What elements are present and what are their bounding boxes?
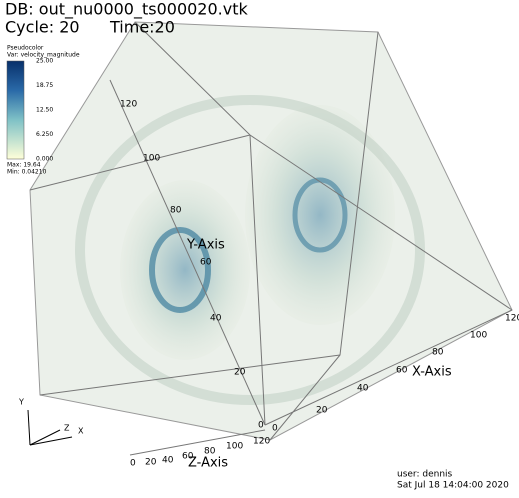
x-tick-label: 80: [432, 348, 444, 358]
colorbar: [6, 60, 25, 160]
y-tick-label: 40: [210, 314, 222, 324]
y-tick-label: 100: [143, 154, 160, 164]
legend-ticks: 25.00 18.75 12.50 6.250 0.000: [36, 58, 53, 163]
x-tick-label: 0: [272, 424, 278, 434]
user: user: dennis: [397, 470, 453, 480]
x-tick-label: 20: [316, 406, 328, 416]
cycle: Cycle: 20: [5, 18, 80, 37]
triad-z: Z: [64, 424, 70, 433]
z-axis-title: Z-Axis: [188, 456, 228, 471]
date: Sat Jul 18 14:04:00 2020: [397, 481, 509, 491]
legend-tick: 0.000: [36, 156, 53, 163]
axis-ticks: 1201008060402000204060801001200204060801…: [120, 100, 519, 469]
time: Time:20: [109, 18, 175, 37]
x-tick-label: 40: [357, 384, 369, 394]
legend-tick: 6.250: [36, 131, 53, 138]
z-tick-label: 20: [145, 458, 157, 468]
legend-min: Min: 0.04210: [7, 169, 47, 176]
y-axis-title: Y-Axis: [186, 238, 225, 253]
db-title: DB: out_nu0000_ts000020.vtk: [5, 0, 248, 20]
z-tick-label: 60: [182, 452, 194, 462]
y-tick-label: 60: [200, 258, 212, 268]
y-tick-label: 0: [258, 421, 264, 431]
triad-y: Y: [18, 398, 24, 407]
z-tick-label: 120: [253, 437, 270, 447]
x-tick-label: 120: [505, 314, 519, 324]
legend-variable: Var: velocity_magnitude: [7, 52, 80, 59]
x-tick-label: 60: [396, 366, 408, 376]
x-tick-label: 100: [470, 331, 487, 341]
x-axis-title: X-Axis: [412, 365, 452, 380]
triad: Y Z X: [18, 398, 84, 446]
y-tick-label: 80: [170, 206, 182, 216]
z-tick-label: 80: [204, 447, 216, 457]
volume-render: [29, 21, 513, 456]
z-tick-label: 0: [130, 459, 136, 469]
legend-plot: Pseudocolor: [7, 45, 44, 52]
z-tick-label: 100: [226, 442, 243, 452]
legend-tick: 25.00: [36, 58, 53, 65]
z-tick-label: 40: [162, 456, 174, 466]
triad-x: X: [78, 427, 84, 436]
legend-max: Max: 19.64: [7, 162, 41, 169]
y-tick-label: 20: [234, 368, 246, 378]
legend-tick: 18.75: [36, 82, 53, 89]
y-tick-label: 120: [120, 100, 137, 110]
legend-tick: 12.50: [36, 107, 53, 114]
